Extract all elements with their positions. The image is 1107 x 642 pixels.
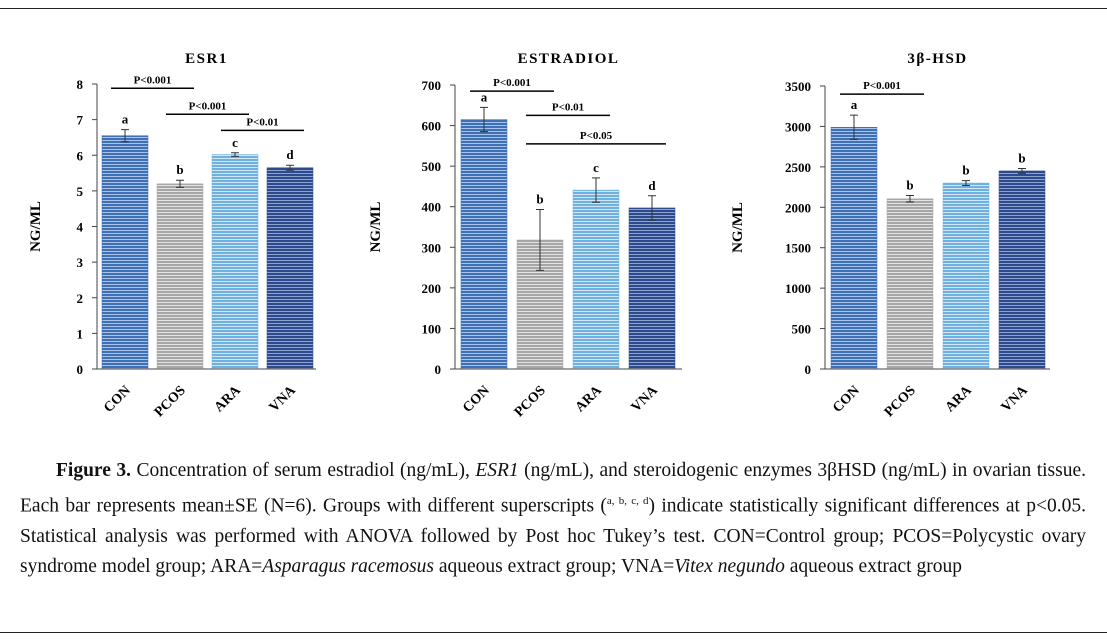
chart2-category-label: ARA xyxy=(573,383,606,416)
chart2-y-tick-label: 500 xyxy=(422,159,442,174)
chart2-y-tick-label: 600 xyxy=(422,119,442,134)
chart3-y-tick-label: 0 xyxy=(805,362,812,377)
chart1-error-bar-vna xyxy=(286,164,294,171)
chart2-significance-letter: a xyxy=(481,89,488,104)
chart1-error-bar-con xyxy=(121,129,129,143)
chart1-significance-letter: c xyxy=(232,135,238,150)
chart2-significance-letter: c xyxy=(593,160,599,175)
chart2-y-tick-label: 300 xyxy=(422,240,442,255)
chart2-y-tick-label: 200 xyxy=(422,281,442,296)
chart3-error-bar-vna xyxy=(1018,167,1026,174)
caption-text-2: (ng/mL), and steroidogenic enzymes 3βHSD… xyxy=(20,460,1086,517)
chart3-significance-letter: a xyxy=(851,97,858,112)
caption-ara-species: Asparagus racemosus xyxy=(262,555,434,577)
chart3-category-label: PCOS xyxy=(882,383,919,420)
chart2-y-tick-label: 0 xyxy=(435,362,442,377)
chart3-bar-ara xyxy=(942,182,990,370)
chart1-y-tick-label: 4 xyxy=(77,220,84,235)
chart2-comparison-label: P<0.001 xyxy=(493,77,531,89)
caption-vna-species: Vitex negundo xyxy=(674,555,785,577)
chart1-y-tick-label: 1 xyxy=(77,326,84,341)
chart1-category-label: VNA xyxy=(267,383,300,416)
chart1-significance-letter: a xyxy=(122,112,129,127)
chart2-category-label: VNA xyxy=(629,383,662,416)
caption-text-5: aqueous extract group xyxy=(784,555,962,577)
chart1-category-label: PCOS xyxy=(152,383,189,420)
chart1-y-tick-label: 5 xyxy=(77,184,84,199)
top-rule xyxy=(0,8,1107,9)
caption-text-1: Concentration of serum estradiol (ng/mL)… xyxy=(131,460,476,481)
chart2-error-bar-con xyxy=(480,106,488,133)
chart3-y-tick-label: 1500 xyxy=(785,241,811,256)
chart1-bar-vna xyxy=(266,167,314,370)
chart3-y-tick-label: 1000 xyxy=(785,281,811,296)
chart3-category-label: CON xyxy=(830,383,863,416)
chart2-category-label: CON xyxy=(460,383,493,416)
chart3-error-bar-pcos xyxy=(906,195,914,203)
chart3-y-tick-label: 2500 xyxy=(785,160,811,175)
chart3-significance-letter: b xyxy=(1018,150,1025,165)
chart3-error-bar-ara xyxy=(962,180,970,186)
chart2-y-tick-label: 100 xyxy=(422,321,442,336)
chart3-y-tick-label: 3000 xyxy=(785,119,811,134)
chart2-error-bar-vna xyxy=(648,195,656,221)
chart1-comparison-label: P<0.01 xyxy=(246,116,278,128)
figure-caption: Figure 3. Concentration of serum estradi… xyxy=(20,456,1086,582)
bottom-rule xyxy=(0,632,1107,633)
chart1-comparison-label: P<0.001 xyxy=(134,74,172,86)
chart1-y-tick-label: 6 xyxy=(77,148,84,163)
chart2-y-axis-label: NG/ML xyxy=(368,202,384,253)
chart1-comparison-label: P<0.001 xyxy=(189,100,227,112)
chart1-significance-letter: d xyxy=(286,147,294,162)
chart3-bar-con xyxy=(830,126,878,370)
chart1-error-bar-pcos xyxy=(176,179,184,188)
caption-esr1: ESR1 xyxy=(475,460,519,481)
chart3-comparison-label: P<0.001 xyxy=(863,80,901,92)
chart2-bar-vna xyxy=(628,207,676,370)
chart1-y-axis-label: NG/ML xyxy=(28,201,44,252)
chart1-bar-pcos xyxy=(156,183,204,370)
chart2-significance-letter: b xyxy=(536,192,543,207)
chart1-category-label: CON xyxy=(101,383,134,416)
chart1-y-tick-label: 7 xyxy=(77,113,84,128)
chart3-y-tick-label: 3500 xyxy=(785,79,811,94)
chart3-significance-letter: b xyxy=(962,163,969,178)
chart2-category-label: PCOS xyxy=(512,383,549,420)
chart2-comparison-label: P<0.01 xyxy=(552,101,584,113)
chart1-y-tick-label: 8 xyxy=(77,77,84,92)
figure-charts: ESR1 NG/ML a CON b PCOS c ARA d VNA 0 1 2 3 4 5 6 7 8 P<0.0… xyxy=(28,51,1050,420)
chart2-bar-ara xyxy=(572,189,620,370)
chart1-significance-letter: b xyxy=(176,162,183,177)
chart1-y-tick-label: 2 xyxy=(77,291,84,306)
caption-superscripts: a, b, c, d xyxy=(606,495,649,507)
chart1-bar-ara xyxy=(211,154,259,370)
chart1-category-label: ARA xyxy=(212,383,245,416)
caption-label: Figure 3. xyxy=(56,460,131,481)
chart2-title: ESTRADIOL xyxy=(518,51,620,67)
chart2-error-bar-ara xyxy=(592,177,600,203)
caption-text-4: aqueous extract group; VNA= xyxy=(434,555,675,577)
chart1-y-tick-label: 0 xyxy=(77,362,84,377)
caption-text-3: ) indicate statistically significant dif… xyxy=(20,495,1087,577)
chart2-y-tick-label: 700 xyxy=(422,78,442,93)
chart2-significance-letter: d xyxy=(648,178,656,193)
chart3-bar-vna xyxy=(998,170,1046,370)
chart3-title: 3β-HSD xyxy=(907,51,967,67)
chart1-error-bar-ara xyxy=(231,152,239,157)
chart2-bar-con xyxy=(460,119,508,370)
chart3-error-bar-con xyxy=(850,114,858,140)
chart3-bar-pcos xyxy=(886,198,934,370)
chart3-y-tick-label: 500 xyxy=(792,322,812,337)
chart1-bar-con xyxy=(101,135,149,370)
chart2-y-tick-label: 400 xyxy=(422,200,442,215)
chart3-significance-letter: b xyxy=(906,178,913,193)
chart2-comparison-label: P<0.05 xyxy=(580,130,613,142)
chart1-title: ESR1 xyxy=(185,51,228,67)
chart3-category-label: VNA xyxy=(999,383,1032,416)
chart2-error-bar-pcos xyxy=(536,209,544,271)
chart3-y-axis-label: NG/ML xyxy=(730,202,746,253)
chart1-y-tick-label: 3 xyxy=(77,255,84,270)
chart3-category-label: ARA xyxy=(943,383,976,416)
chart3-y-tick-label: 2000 xyxy=(785,200,811,215)
